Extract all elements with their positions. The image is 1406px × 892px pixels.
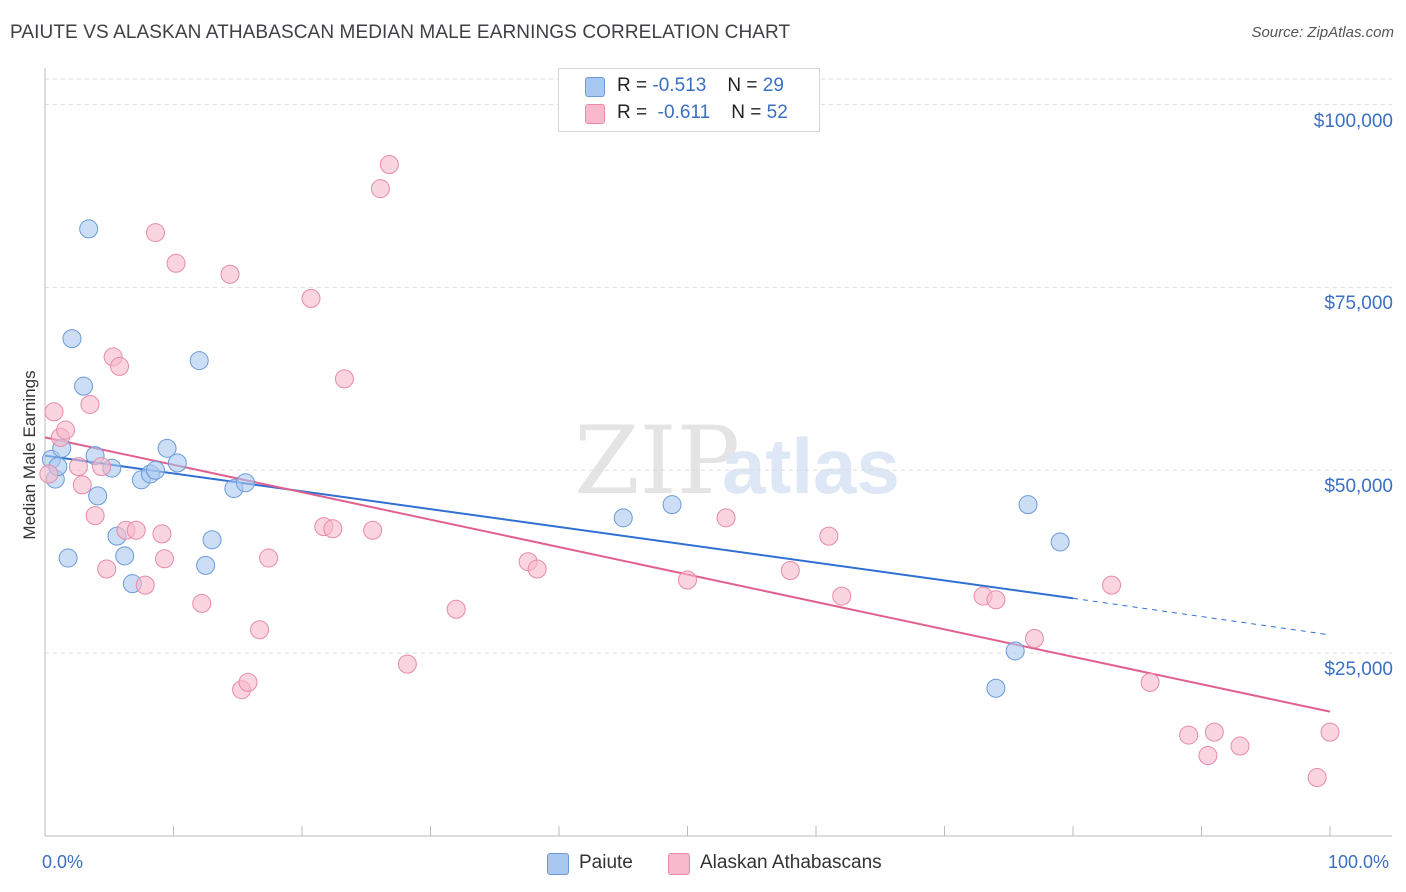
alaskan-point (146, 223, 166, 243)
alaskan-point (250, 620, 270, 640)
alaskan-point (379, 155, 399, 175)
x-tick-label-max: 100.0% (1328, 852, 1390, 872)
alaskan-point (192, 593, 212, 613)
paiute-point (1050, 532, 1070, 552)
legend-r-label: R = (617, 75, 648, 96)
bottom-legend-swatch-alaskan (668, 853, 690, 875)
bottom-legend-label-paiute: Paiute (579, 852, 633, 873)
alaskan-point (166, 253, 186, 273)
legend-swatch-alaskan (585, 104, 605, 124)
alaskan-point (832, 586, 852, 606)
legend-r-value: -0.513 (652, 75, 707, 96)
alaskan-point (1198, 746, 1218, 766)
bottom-legend-label-alaskan: Alaskan Athabascans (700, 852, 882, 873)
legend-n-label: N = (731, 102, 762, 123)
alaskan-point (397, 654, 417, 674)
alaskan-point (72, 475, 92, 495)
paiute-point (662, 495, 682, 515)
paiute-point (1005, 641, 1025, 661)
alaskan-point (1102, 575, 1122, 595)
alaskan-point (39, 464, 59, 484)
alaskan-point (1307, 767, 1327, 787)
paiute-point (146, 460, 166, 480)
alaskan-point (259, 548, 279, 568)
alaskan-point (323, 519, 343, 539)
legend-r-value: -0.611 (657, 102, 711, 123)
alaskan-point (301, 288, 321, 308)
alaskan-point (220, 264, 240, 284)
paiute-point (58, 548, 78, 568)
grid-lines (45, 78, 1392, 654)
paiute-point (157, 438, 177, 458)
alaskan-point (135, 575, 155, 595)
paiute-point (235, 473, 255, 493)
alaskan-point (155, 549, 175, 569)
alaskan-point (446, 599, 466, 619)
alaskan-point (1320, 722, 1340, 742)
alaskan-point (85, 506, 105, 526)
alaskan-point (80, 394, 100, 414)
alaskan-point (110, 356, 130, 376)
alaskan-point (370, 179, 390, 199)
paiute-point (88, 486, 108, 506)
bottom-legend-swatch-paiute (547, 853, 569, 875)
alaskan-point (819, 526, 839, 546)
alaskan-point (363, 520, 383, 540)
paiute-point (62, 329, 82, 349)
legend-swatch-paiute (585, 77, 605, 97)
paiute-point (1018, 495, 1038, 515)
alaskan-point (527, 559, 547, 579)
paiute-point (196, 555, 216, 575)
alaskan-point (238, 672, 258, 692)
y-tick-label: $50,000 (1324, 476, 1393, 498)
legend-n-value: 29 (762, 75, 784, 96)
alaskan-point (334, 369, 354, 389)
alaskan-point (92, 457, 112, 477)
correlation-legend: R = -0.513 N = 29 R = -0.611 N = 52 (558, 68, 820, 132)
alaskan-point (716, 508, 736, 528)
alaskan-point (1230, 736, 1250, 756)
paiute-point (79, 219, 99, 239)
paiute-point (115, 546, 135, 566)
paiute-trendline (44, 454, 1074, 600)
alaskan-point (152, 524, 172, 544)
paiute-point (167, 453, 187, 473)
alaskan-point (97, 559, 117, 579)
legend-n-value: 52 (766, 102, 788, 123)
data-points (39, 155, 1340, 787)
chart-title: PAIUTE VS ALASKAN ATHABASCAN MEDIAN MALE… (10, 22, 791, 43)
y-tick-label: $100,000 (1313, 110, 1393, 132)
y-tick-label: $25,000 (1324, 659, 1393, 681)
paiute-point (613, 508, 633, 528)
paiute-point (74, 376, 94, 396)
alaskan-point (1024, 629, 1044, 649)
paiute-point (189, 351, 209, 371)
watermark-zip: ZIP (574, 407, 740, 516)
legend-n-label: N = (727, 75, 758, 96)
alaskan-point (56, 420, 76, 440)
alaskan-point (126, 520, 146, 540)
watermark-atlas: atlas (722, 422, 900, 510)
source-label: Source: ZipAtlas.com (1251, 24, 1394, 41)
legend-r-label: R = (617, 102, 648, 123)
paiute-point (986, 678, 1006, 698)
paiute-point (202, 530, 222, 550)
y-tick-label: $75,000 (1324, 293, 1393, 315)
axes (44, 68, 1392, 837)
alaskan-point (68, 457, 88, 477)
alaskan-point (780, 560, 800, 580)
x-tick-label-min: 0.0% (42, 852, 84, 872)
alaskan-point (1204, 722, 1224, 742)
alaskan-point (678, 570, 697, 590)
alaskan-point (44, 402, 64, 422)
paiute-trendline-extension (1072, 597, 1331, 636)
alaskan-point (1140, 672, 1160, 692)
alaskan-point (1179, 725, 1199, 745)
alaskan-point (986, 590, 1006, 610)
